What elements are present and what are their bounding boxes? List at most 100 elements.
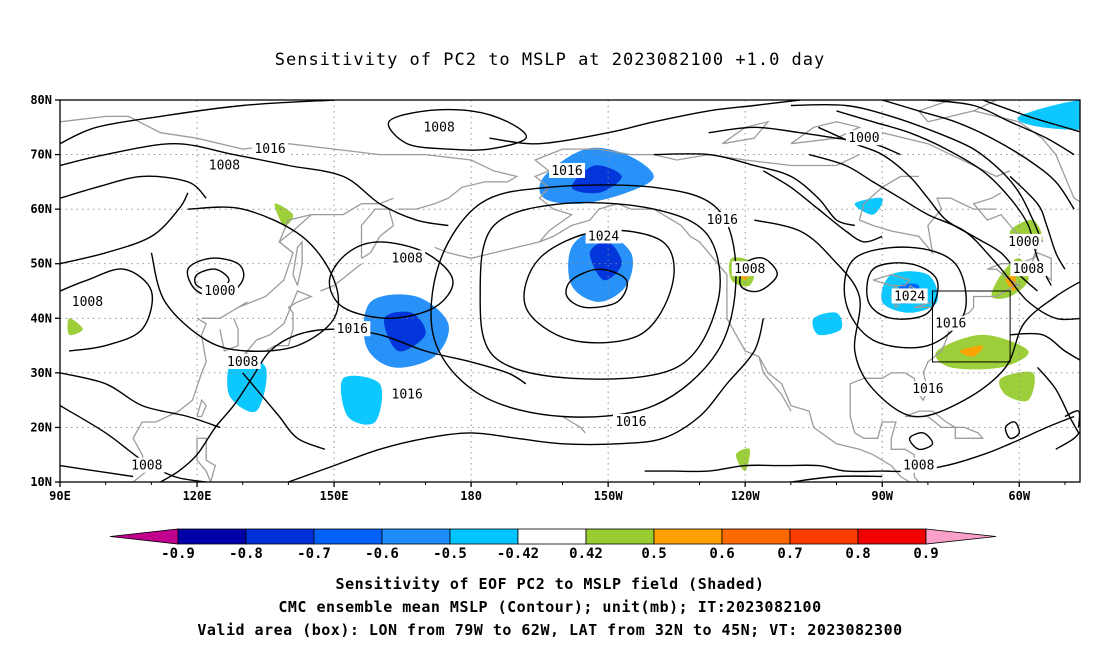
coastline bbox=[904, 410, 958, 429]
mslp-contour bbox=[1064, 410, 1080, 428]
lat-tick-label: 40N bbox=[30, 311, 52, 325]
colorbar-label: -0.7 bbox=[297, 546, 331, 562]
colorbar-label: 0.9 bbox=[913, 546, 938, 562]
mslp-contour bbox=[489, 100, 801, 145]
sensitivity-patch bbox=[735, 448, 751, 472]
mslp-contour bbox=[60, 192, 189, 265]
contour-label: 1000 bbox=[848, 131, 879, 146]
lon-tick-label: 90W bbox=[871, 489, 893, 503]
contour-label-bg bbox=[389, 250, 426, 266]
mslp-contour bbox=[186, 257, 245, 298]
colorbar-swatch bbox=[313, 528, 383, 545]
contour-label: 1016 bbox=[707, 213, 738, 228]
contour-label-bg bbox=[389, 386, 426, 402]
colorbar-swatch bbox=[245, 528, 315, 545]
coastline bbox=[320, 263, 362, 292]
mslp-contour bbox=[387, 108, 528, 151]
lon-tick-label: 180 bbox=[460, 489, 482, 503]
mslp-contour bbox=[843, 246, 967, 349]
mslp-contour bbox=[790, 475, 883, 482]
contour-label: 1016 bbox=[254, 142, 285, 157]
contour-label-bg bbox=[704, 212, 741, 228]
coastline bbox=[278, 213, 312, 254]
coastline bbox=[434, 241, 540, 259]
sensitivity-patch bbox=[1017, 100, 1080, 130]
coastline bbox=[954, 426, 985, 439]
contour-label-bg bbox=[421, 119, 458, 135]
colorbar-swatch bbox=[177, 528, 247, 545]
colorbar-swatch bbox=[381, 528, 451, 545]
contour-labels: 1008 1016 1008 1016 1000 1016 1024 1008 1000 1008… bbox=[69, 119, 1047, 474]
mslp-contour bbox=[644, 415, 1075, 473]
contour-label: 1024 bbox=[588, 229, 619, 244]
coastline bbox=[562, 415, 586, 434]
lat-tick-label: 30N bbox=[30, 366, 52, 380]
sensitivity-patch bbox=[383, 311, 426, 352]
mslp-contour bbox=[479, 201, 721, 380]
colorbar-swatch bbox=[585, 528, 655, 545]
contour-label-bg bbox=[909, 381, 946, 397]
mslp-contour bbox=[763, 170, 883, 243]
lat-tick-label: 10N bbox=[30, 475, 52, 489]
lat-tick-label: 80N bbox=[30, 93, 52, 107]
mslp-contour bbox=[1009, 175, 1066, 270]
lon-tick-label: 150E bbox=[320, 489, 349, 503]
mslp-contour bbox=[754, 219, 1080, 418]
sensitivity-patch bbox=[67, 318, 83, 336]
mslp-contour bbox=[739, 257, 778, 293]
contour-label-bg bbox=[612, 413, 649, 429]
lon-tick-label: 90E bbox=[49, 489, 71, 503]
colorbar-high-extend bbox=[925, 528, 997, 545]
coastline bbox=[859, 197, 997, 256]
sensitivity-patch bbox=[935, 334, 1029, 370]
colorbar-swatch bbox=[857, 528, 927, 545]
contour-label-bg bbox=[891, 288, 928, 304]
mslp-contour bbox=[160, 328, 527, 482]
contour-label: 1008 bbox=[227, 355, 258, 370]
coastline bbox=[201, 197, 394, 319]
mslp-contour bbox=[60, 464, 134, 478]
coastline bbox=[237, 301, 248, 308]
sensitivity-patch bbox=[812, 312, 843, 336]
contour-label-bg bbox=[1005, 233, 1042, 249]
mslp-contour bbox=[565, 268, 628, 309]
contour-label-bg bbox=[549, 162, 586, 178]
colorbar-swatch bbox=[653, 528, 723, 545]
lon-tick-label: 60W bbox=[1008, 489, 1030, 503]
sensitivity-shading bbox=[67, 100, 1080, 472]
sensitivity-patch bbox=[340, 375, 383, 425]
lat-tick-label: 70N bbox=[30, 148, 52, 162]
colorbar-label: -0.42 bbox=[497, 546, 539, 562]
map-title: Sensitivity of PC2 to MSLP at 2023082100… bbox=[274, 50, 826, 70]
sensitivity-patch bbox=[854, 197, 883, 215]
contour-label-bg bbox=[932, 315, 969, 331]
contour-label-bg bbox=[334, 321, 371, 337]
caption-valid-area: Valid area (box): LON from 79W to 62W, L… bbox=[197, 621, 903, 639]
contour-label: 1016 bbox=[337, 322, 368, 337]
sensitivity-patch bbox=[589, 241, 622, 281]
coastline bbox=[219, 318, 239, 352]
contour-label: 1008 bbox=[131, 459, 162, 474]
coastline bbox=[690, 235, 910, 482]
mslp-contour bbox=[60, 372, 221, 429]
contour-label: 1024 bbox=[894, 289, 925, 304]
colorbar-swatch bbox=[517, 528, 587, 545]
mslp-contour bbox=[790, 103, 1043, 243]
contour-label: 1008 bbox=[392, 251, 423, 266]
mslp-contour bbox=[927, 100, 1075, 156]
contour-label: 1008 bbox=[903, 459, 934, 474]
valid-area-rect bbox=[931, 290, 1011, 363]
mslp-contour bbox=[1036, 366, 1080, 434]
lat-tick-label: 20N bbox=[30, 420, 52, 434]
mslp-contour bbox=[982, 100, 1080, 133]
caption-shaded: Sensitivity of EOF PC2 to MSLP field (Sh… bbox=[335, 575, 765, 593]
lon-tick-label: 120E bbox=[183, 489, 212, 503]
colorbar-label: 0.6 bbox=[709, 546, 734, 562]
colorbar-low-extend bbox=[109, 528, 179, 545]
mslp-contour bbox=[908, 432, 934, 451]
lon-tick-label: 120W bbox=[731, 489, 761, 503]
contour-label-bg bbox=[224, 353, 261, 369]
contour-label: 1008 bbox=[1013, 262, 1044, 277]
contour-label-bg bbox=[1010, 261, 1047, 277]
mslp-contour bbox=[808, 153, 1080, 321]
